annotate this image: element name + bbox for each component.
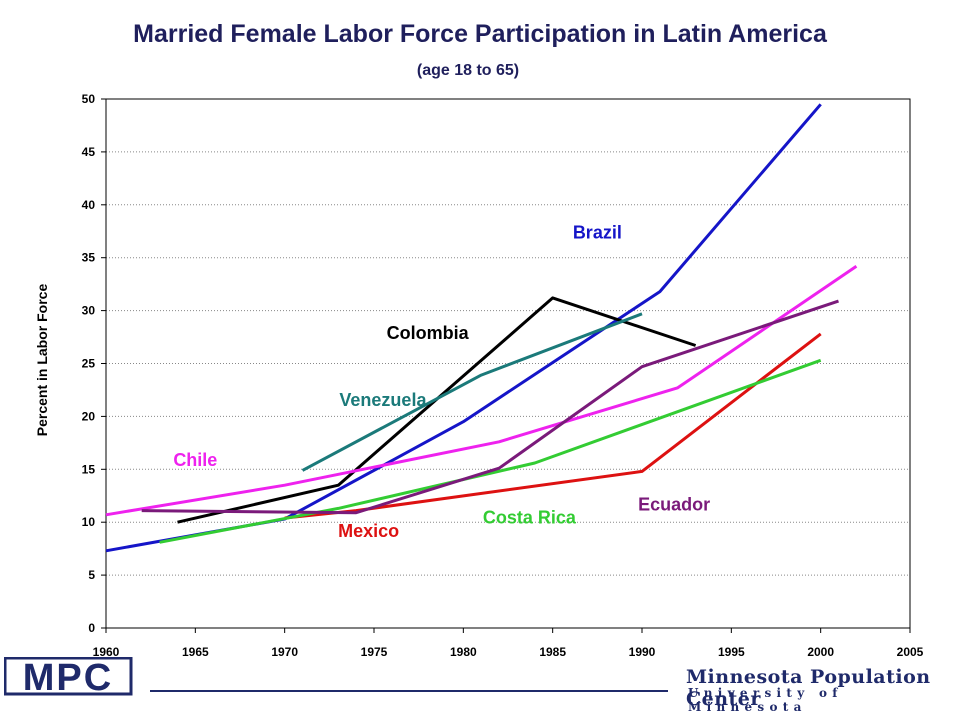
series-line-chile [105, 264, 858, 517]
y-tick-label: 45 [82, 145, 96, 159]
chart-title: Married Female Labor Force Participation… [133, 20, 827, 48]
series-label-costa-rica: Costa Rica [483, 507, 577, 527]
x-tick-label: 1960 [93, 645, 120, 659]
series-label-ecuador: Ecuador [638, 495, 710, 515]
x-axis-ticks: 1960 1965 1970 1975 1980 1985 1990 1995 2000 2005 [93, 628, 924, 659]
series-line-ecuador [141, 299, 839, 515]
x-tick-label: 2000 [807, 645, 834, 659]
x-tick-label: 2005 [897, 645, 924, 659]
y-tick-label: 30 [82, 304, 96, 318]
series-label-mexico: Mexico [338, 521, 399, 541]
x-tick-label: 1980 [450, 645, 477, 659]
footer-divider [150, 690, 668, 692]
y-tick-label: 50 [82, 92, 96, 106]
series-line-mexico [284, 332, 822, 520]
y-tick-label: 40 [82, 198, 96, 212]
y-tick-label: 0 [88, 621, 95, 635]
mpc-logo: MPC [3, 656, 134, 702]
series-line-venezuela [301, 312, 643, 472]
y-tick-label: 5 [88, 568, 95, 582]
x-tick-label: 1990 [629, 645, 656, 659]
x-tick-label: 1965 [182, 645, 209, 659]
series-labels: Brazil Colombia Venezuela Chile Mexico Costa … [173, 223, 710, 541]
y-axis-label: Percent in Labor Force [34, 284, 50, 437]
logo-text: MPC [23, 657, 113, 697]
y-tick-label: 10 [82, 515, 96, 529]
y-tick-label: 15 [82, 462, 96, 476]
y-tick-label: 35 [82, 251, 96, 265]
x-tick-label: 1970 [271, 645, 298, 659]
x-tick-label: 1995 [718, 645, 745, 659]
y-tick-label: 20 [82, 409, 96, 423]
series-label-chile: Chile [173, 450, 217, 470]
y-tick-label: 25 [82, 357, 96, 371]
series-label-colombia: Colombia [387, 323, 470, 343]
series-label-venezuela: Venezuela [339, 390, 427, 410]
x-tick-label: 1975 [361, 645, 388, 659]
university-name: University of Minnesota [688, 686, 843, 714]
y-axis-ticks: 0 5 10 15 20 25 30 35 40 45 50 [82, 92, 106, 635]
chart-subtitle: (age 18 to 65) [416, 62, 520, 79]
x-tick-label: 1985 [539, 645, 566, 659]
org-name: Minnesota Population Center [686, 666, 931, 710]
series-line-costa-rica [159, 358, 822, 544]
series-label-brazil: Brazil [573, 223, 622, 243]
series-lines [105, 103, 858, 553]
